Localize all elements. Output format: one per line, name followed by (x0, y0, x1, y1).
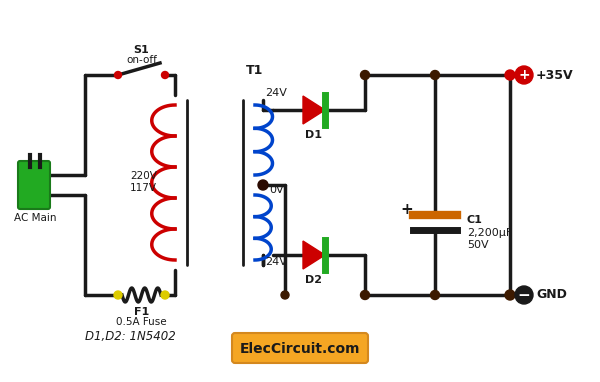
Text: +35V: +35V (536, 68, 574, 81)
Text: T1: T1 (247, 64, 263, 77)
Text: 24V: 24V (265, 257, 287, 267)
Text: C1: C1 (467, 215, 483, 225)
Circle shape (430, 290, 439, 299)
Text: GND: GND (536, 288, 567, 301)
Text: ElecCircuit.com: ElecCircuit.com (240, 342, 360, 356)
Circle shape (430, 71, 439, 79)
Text: D1: D1 (305, 130, 323, 140)
Polygon shape (303, 96, 325, 124)
Circle shape (258, 180, 268, 190)
Polygon shape (303, 241, 325, 269)
Text: D1,D2: 1N5402: D1,D2: 1N5402 (85, 330, 175, 343)
Text: 0.5A Fuse: 0.5A Fuse (116, 317, 167, 327)
Text: AC Main: AC Main (14, 213, 56, 223)
Text: +: + (401, 201, 413, 217)
Text: +: + (518, 68, 530, 82)
Text: 2,200μF: 2,200μF (467, 228, 512, 238)
Text: 0V: 0V (269, 185, 284, 195)
Circle shape (515, 286, 533, 304)
Text: on-off: on-off (126, 55, 157, 65)
Text: −: − (518, 288, 530, 303)
FancyBboxPatch shape (18, 161, 50, 209)
Text: 50V: 50V (467, 240, 488, 250)
Circle shape (161, 71, 169, 78)
Circle shape (161, 291, 169, 299)
Circle shape (505, 290, 515, 300)
Circle shape (515, 66, 533, 84)
Circle shape (281, 291, 289, 299)
Circle shape (114, 291, 122, 299)
Circle shape (505, 70, 515, 80)
Circle shape (115, 71, 122, 78)
Text: S1: S1 (134, 45, 149, 55)
Circle shape (361, 290, 370, 299)
Text: F1: F1 (134, 307, 149, 317)
FancyBboxPatch shape (232, 333, 368, 363)
Text: D2: D2 (305, 275, 323, 285)
Circle shape (361, 71, 370, 79)
Text: 24V: 24V (265, 88, 287, 98)
Text: 220V
117V: 220V 117V (130, 171, 157, 193)
